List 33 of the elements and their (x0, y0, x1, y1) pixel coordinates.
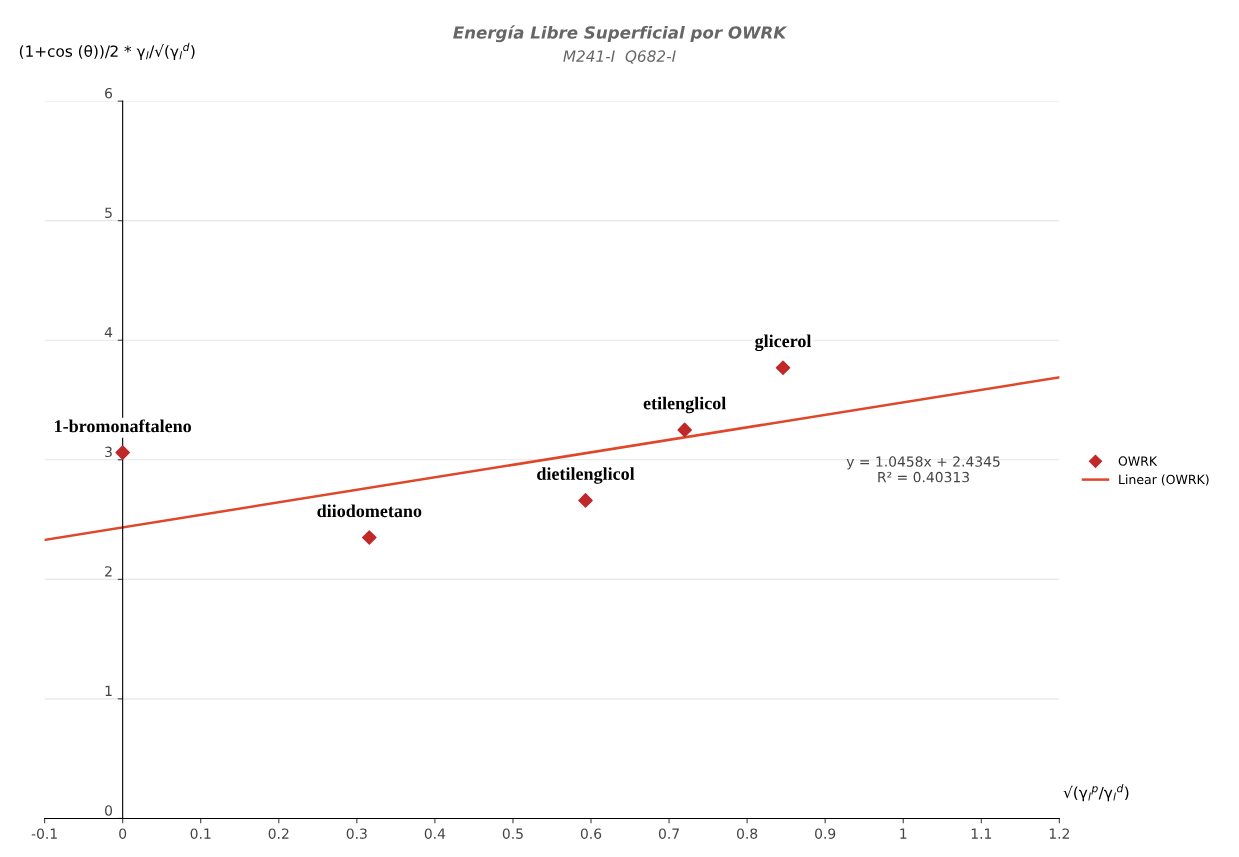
x-tick-label: 0 (119, 828, 127, 839)
annotation: glicerol (755, 334, 812, 352)
x-tick-label: 1 (900, 828, 907, 839)
x-tick-label: 0.7 (658, 828, 679, 839)
x-tick-label: 1.2 (1049, 828, 1069, 839)
legend-label: OWRK (1118, 456, 1158, 466)
y-tick-label: 6 (105, 87, 113, 99)
y-tick-label: 3 (105, 446, 112, 458)
x-tick-label: 1.1 (971, 828, 992, 839)
annotation: y = 1.0458x + 2.4345 R² = 0.40313 (846, 456, 1000, 483)
chart-title: Energía Libre Superficial por OWRK (453, 25, 788, 43)
x-tick-label: 0.9 (815, 828, 836, 839)
y-tick-label: 0 (105, 805, 113, 816)
x-tick-label: 0.1 (190, 828, 211, 839)
annotation: etilenglicol (643, 396, 726, 414)
y-axis-title: (1+cos (θ))/2 * γ$_{l}$/√(γ$_{l}$$^{d}$) (19, 42, 195, 60)
annotation: dietilenglicol (537, 467, 635, 484)
x-tick-label: 0.5 (502, 828, 523, 839)
y-tick-label: 5 (105, 207, 112, 218)
y-tick-label: 1 (105, 685, 112, 696)
legend-label: Linear (OWRK) (1119, 474, 1209, 486)
x-tick-label: 0.2 (268, 828, 289, 839)
x-axis-title: √(γ$_{l}$$^{p}$/γ$_{l}$$^{d}$) (1063, 784, 1129, 802)
x-tick-label: 0.6 (580, 828, 602, 839)
x-tick-label: -0.1 (31, 828, 57, 839)
annotation: diiodometano (317, 504, 422, 518)
chart-subtitle: M241-I Q682-I (563, 50, 676, 64)
x-tick-label: 0.8 (736, 828, 758, 839)
annotation: 1-bromonaftaleno (55, 419, 192, 433)
y-tick-label: 2 (105, 566, 112, 577)
x-tick-label: 0.4 (424, 828, 446, 839)
y-tick-label: 4 (104, 327, 113, 338)
x-tick-label: 0.3 (346, 828, 367, 839)
